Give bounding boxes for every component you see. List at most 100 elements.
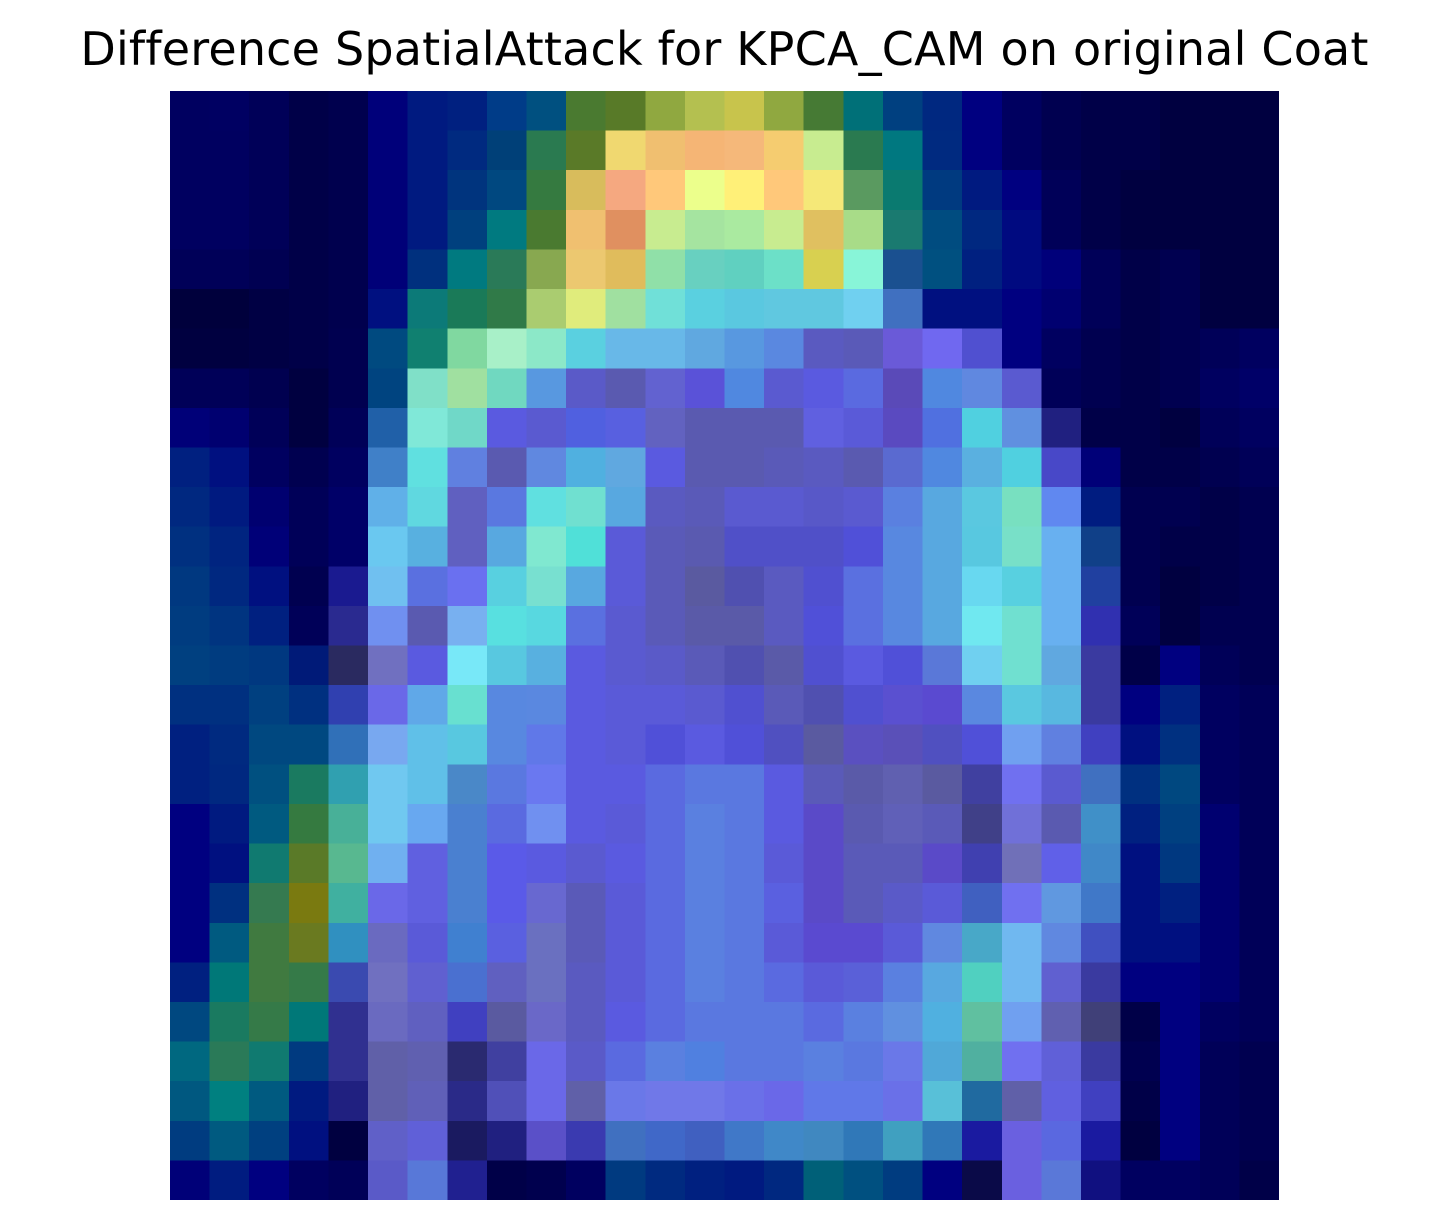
- heatmap-cell: [209, 209, 251, 251]
- heatmap-cell: [962, 526, 1003, 568]
- heatmap-cell: [486, 605, 528, 647]
- heatmap-cell: [526, 605, 567, 647]
- heatmap-cell: [1080, 605, 1122, 647]
- heatmap-cell: [962, 1081, 1003, 1122]
- heatmap-cell: [1041, 328, 1082, 370]
- heatmap-cell: [1199, 1001, 1241, 1043]
- heatmap-cell: [1199, 249, 1241, 290]
- heatmap-cell: [684, 91, 726, 132]
- heatmap-cell: [407, 883, 449, 924]
- heatmap-cell: [1239, 645, 1279, 686]
- heatmap-cell: [684, 1120, 726, 1162]
- heatmap-cell: [566, 645, 607, 686]
- heatmap-cell: [249, 1081, 290, 1122]
- heatmap-cell: [803, 249, 845, 290]
- heatmap-cell: [368, 170, 409, 211]
- heatmap-cell: [566, 1001, 607, 1043]
- heatmap-cell: [803, 1001, 845, 1043]
- heatmap-cell: [962, 922, 1003, 964]
- heatmap-cell: [605, 1120, 647, 1162]
- heatmap-cell: [882, 289, 924, 330]
- heatmap-cell: [1120, 605, 1161, 647]
- heatmap-cell: [407, 328, 449, 370]
- heatmap-cell: [407, 566, 449, 607]
- heatmap-cell: [209, 289, 251, 330]
- heatmap-cell: [882, 526, 924, 568]
- heatmap-cell: [764, 1041, 805, 1082]
- heatmap-cell: [170, 724, 211, 766]
- heatmap-cell: [1160, 130, 1201, 172]
- heatmap-cell: [724, 1120, 765, 1162]
- heatmap-cell: [724, 526, 765, 568]
- heatmap-cell: [249, 91, 290, 132]
- heatmap-cell: [1120, 407, 1161, 449]
- heatmap-cell: [486, 289, 528, 330]
- heatmap-cell: [1160, 685, 1201, 726]
- heatmap-cell: [1120, 1081, 1161, 1122]
- heatmap-cell: [209, 249, 251, 290]
- heatmap-cell: [328, 1081, 369, 1122]
- heatmap-cell: [1239, 526, 1279, 568]
- heatmap-cell: [1160, 962, 1201, 1003]
- heatmap-cell: [1080, 289, 1122, 330]
- heatmap-cell: [1080, 803, 1122, 845]
- heatmap-cell: [962, 883, 1003, 924]
- heatmap-cell: [249, 170, 290, 211]
- heatmap-cell: [1080, 962, 1122, 1003]
- heatmap-cell: [684, 368, 726, 409]
- heatmap-cell: [605, 1041, 647, 1082]
- heatmap-cell: [764, 1160, 805, 1200]
- heatmap-cell: [684, 605, 726, 647]
- heatmap-cell: [645, 605, 686, 647]
- heatmap-cell: [803, 724, 845, 766]
- heatmap-cell: [1160, 447, 1201, 488]
- heatmap-cell: [288, 566, 330, 607]
- heatmap-cell: [724, 962, 765, 1003]
- heatmap-cell: [645, 1160, 686, 1200]
- heatmap-cell: [1239, 209, 1279, 251]
- heatmap-cell: [328, 803, 369, 845]
- heatmap-cell: [684, 843, 726, 884]
- heatmap-cell: [368, 130, 409, 172]
- heatmap-cell: [1120, 962, 1161, 1003]
- heatmap-cell: [209, 843, 251, 884]
- heatmap-cell: [1239, 249, 1279, 290]
- heatmap-cell: [645, 1081, 686, 1122]
- heatmap-cell: [1199, 883, 1241, 924]
- heatmap-cell: [882, 209, 924, 251]
- heatmap-cell: [1160, 883, 1201, 924]
- heatmap-cell: [803, 1081, 845, 1122]
- heatmap-cell: [170, 922, 211, 964]
- heatmap-cell: [447, 605, 488, 647]
- heatmap-cell: [1080, 1001, 1122, 1043]
- heatmap-cell: [843, 1001, 884, 1043]
- heatmap-cell: [1001, 922, 1043, 964]
- heatmap-cell: [1041, 1041, 1082, 1082]
- heatmap-cell: [209, 1081, 251, 1122]
- heatmap-cell: [1239, 1001, 1279, 1043]
- heatmap-cell: [1120, 249, 1161, 290]
- heatmap-cell: [1080, 883, 1122, 924]
- heatmap-cell: [170, 447, 211, 488]
- heatmap-cell: [843, 209, 884, 251]
- heatmap-cell: [170, 91, 211, 132]
- heatmap-cell: [1239, 1160, 1279, 1200]
- heatmap-cell: [368, 883, 409, 924]
- heatmap-cell: [1001, 1081, 1043, 1122]
- heatmap-cell: [922, 724, 963, 766]
- heatmap-cell: [922, 91, 963, 132]
- heatmap-cell: [368, 91, 409, 132]
- heatmap-cell: [843, 922, 884, 964]
- heatmap-cell: [843, 1081, 884, 1122]
- heatmap-cell: [407, 1001, 449, 1043]
- heatmap-cell: [1120, 566, 1161, 607]
- heatmap-cell: [1160, 170, 1201, 211]
- heatmap-cell: [328, 1120, 369, 1162]
- heatmap-cell: [1239, 487, 1279, 528]
- heatmap-cell: [526, 724, 567, 766]
- heatmap-cell: [486, 130, 528, 172]
- heatmap-cell: [764, 170, 805, 211]
- heatmap-cell: [1001, 883, 1043, 924]
- heatmap-cell: [1239, 843, 1279, 884]
- heatmap-cell: [1041, 368, 1082, 409]
